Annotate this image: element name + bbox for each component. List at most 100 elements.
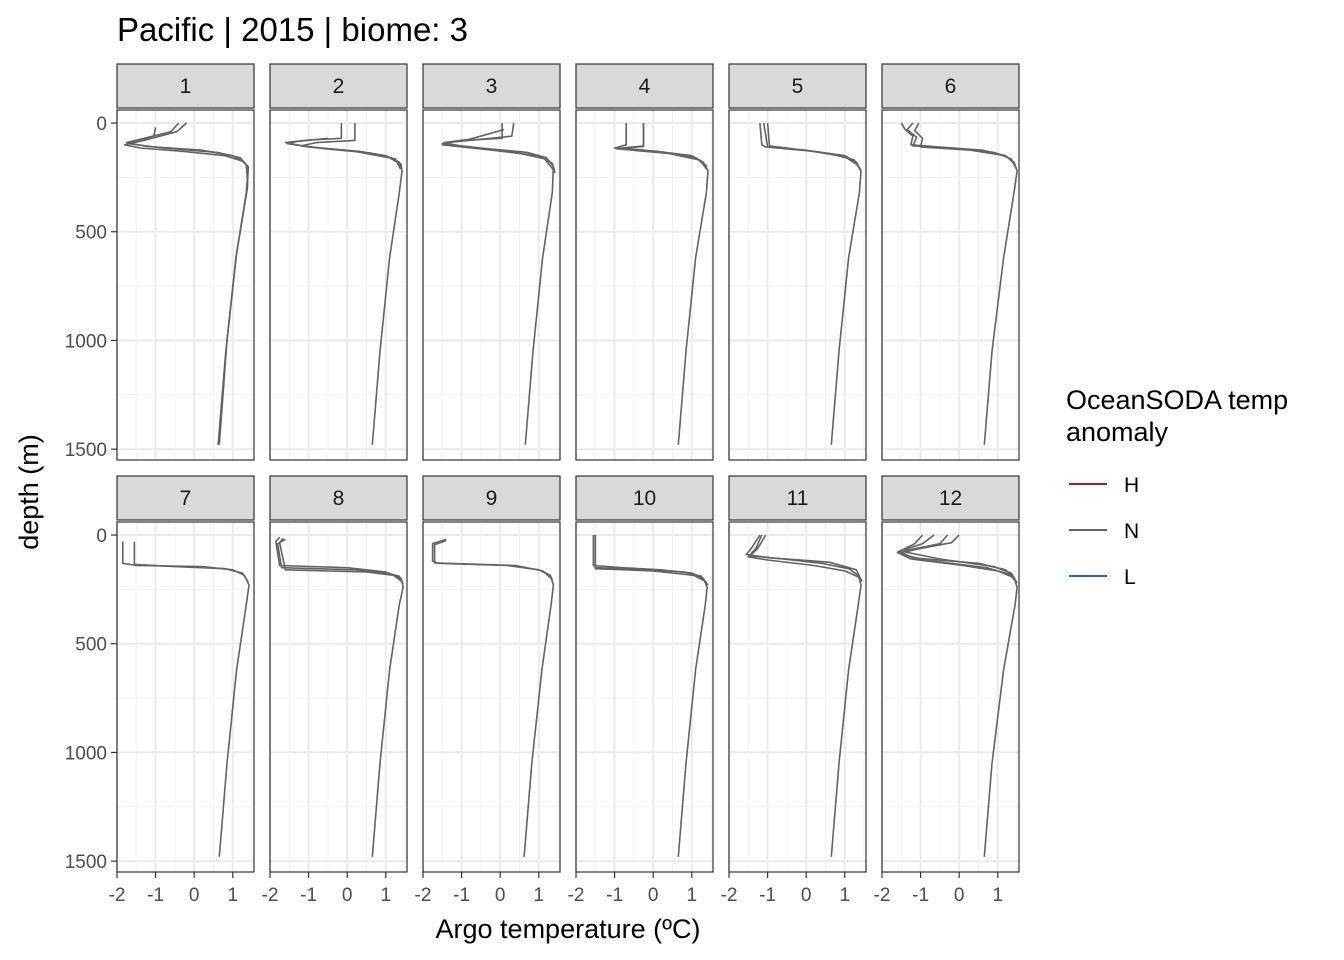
x-tick-label: 1 [686, 885, 697, 906]
legend-label-L: L [1124, 566, 1136, 589]
legend-items: HNL [1069, 474, 1139, 589]
facet-strip-label: 12 [939, 487, 962, 510]
x-tick-label: -2 [109, 885, 126, 906]
panel-border [881, 521, 1020, 873]
panel-border [269, 521, 408, 873]
facet-panel-9: 9 [422, 475, 561, 873]
facet-panel-5: 5 [728, 63, 867, 461]
x-tick-label: 0 [189, 885, 200, 906]
facet-strip [575, 63, 714, 109]
panel-background [882, 522, 1019, 872]
y-tick-label: 1500 [65, 440, 107, 461]
panel-border [422, 109, 561, 461]
y-tick-label: 0 [96, 114, 107, 135]
facet-strip [728, 63, 867, 109]
facet-strip-label: 1 [180, 75, 192, 98]
facet-strip [422, 475, 561, 521]
gridlines [881, 522, 1019, 872]
facet-panel-4: 4 [575, 63, 714, 461]
profile-line [433, 539, 554, 581]
x-tick-label: 0 [342, 885, 353, 906]
panel-background [117, 110, 254, 460]
profile-line [745, 534, 863, 583]
panel-border [728, 521, 867, 873]
gridlines [116, 110, 254, 460]
facet-panel-11: 11 [728, 475, 867, 873]
panel-border [575, 109, 714, 461]
profile-line [594, 535, 707, 583]
panel-border [881, 109, 1020, 461]
x-tick-label: 1 [533, 885, 544, 906]
facet-strip [116, 63, 255, 109]
profile-line [762, 122, 859, 167]
facet-strip [575, 475, 714, 521]
facet-strip-label: 11 [787, 487, 809, 510]
x-tick-label: -2 [415, 885, 432, 906]
panel-background [117, 522, 254, 872]
x-tick-label: -1 [147, 885, 164, 906]
panel-border [422, 521, 561, 873]
profile-line [276, 538, 404, 585]
facet-strip [269, 63, 408, 109]
facet-panels: 1 2 3 4 5 67 8 9 10 11 12 [116, 63, 1020, 873]
legend-title-line-1: OceanSODA temp [1066, 385, 1288, 415]
facet-strip-label: 8 [333, 487, 345, 510]
facet-panel-12: 12 [881, 475, 1020, 873]
gridlines [269, 522, 407, 872]
facet-panel-10: 10 [575, 475, 714, 873]
facet-panel-6: 6 [881, 63, 1020, 461]
legend-title-line-2: anomaly [1066, 417, 1169, 447]
x-tick-label: 0 [954, 885, 965, 906]
y-tick-label: 1500 [65, 852, 107, 873]
profile-line [615, 123, 708, 171]
x-tick-label: 0 [495, 885, 506, 906]
panel-background [576, 110, 713, 460]
x-tick-label: -2 [874, 885, 891, 906]
facet-strip-label: 3 [486, 75, 498, 98]
facet-strip-label: 5 [792, 75, 804, 98]
panel-background [423, 522, 560, 872]
chart-title: Pacific | 2015 | biome: 3 [117, 11, 468, 48]
x-tick-label: 1 [839, 885, 850, 906]
x-tick-label: -2 [568, 885, 585, 906]
profile-line [904, 534, 1018, 584]
y-tick-label: 1000 [65, 743, 107, 764]
facet-strip [269, 475, 408, 521]
panel-background [882, 110, 1019, 460]
legend: OceanSODA temp anomaly HNL [1066, 385, 1288, 589]
panel-border [728, 109, 867, 461]
x-tick-label: 0 [648, 885, 659, 906]
legend-label-N: N [1124, 520, 1139, 543]
facet-strip-label: 6 [945, 75, 957, 98]
profile-line [133, 541, 249, 583]
panel-border [116, 521, 255, 873]
panel-background [576, 522, 713, 872]
x-tick-label: -1 [912, 885, 929, 906]
profile-line [898, 534, 1017, 583]
panel-background [423, 110, 560, 460]
facet-strip-label: 4 [639, 75, 651, 98]
facet-panel-2: 2 [269, 63, 408, 461]
y-axis-title: depth (m) [14, 434, 44, 550]
legend-label-H: H [1124, 474, 1139, 497]
x-tick-label: -2 [721, 885, 738, 906]
profile-line [286, 137, 402, 170]
y-tick-label: 500 [75, 223, 107, 244]
facet-strip [881, 63, 1020, 109]
panel-background [270, 110, 407, 460]
profile-line [747, 534, 860, 579]
facet-strip-label: 10 [633, 487, 656, 510]
x-tick-label: 1 [227, 885, 238, 906]
y-tick-label: 0 [96, 526, 107, 547]
x-tick-label: 1 [992, 885, 1003, 906]
profile-line [443, 128, 555, 171]
panel-background [729, 522, 866, 872]
facet-strip [116, 475, 255, 521]
x-tick-label: -1 [759, 885, 776, 906]
y-tick-label: 500 [75, 635, 107, 656]
x-tick-label: 0 [801, 885, 812, 906]
profile-line [127, 122, 249, 180]
y-tick-label: 1000 [65, 331, 107, 352]
